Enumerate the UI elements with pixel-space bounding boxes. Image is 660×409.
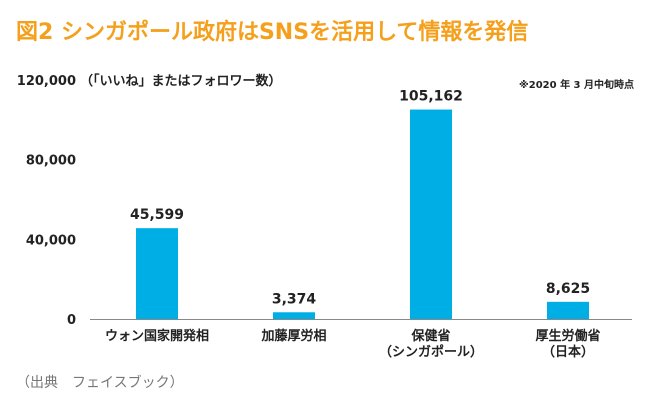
category-label: 加藤厚労相 — [260, 328, 326, 344]
y-tick-label: 40,000 — [26, 233, 76, 248]
category-label: 厚生労働省 — [535, 328, 600, 344]
date-note: ※2020 年 3 月中旬時点 — [519, 80, 634, 91]
y-axis-label: （「いいね」またはフォロワー数） — [80, 73, 282, 89]
category-label: （シンガポール） — [379, 344, 483, 360]
bar — [136, 228, 178, 319]
category-label: 保健省 — [410, 328, 450, 344]
figure-title: 図2 シンガポール政府はSNSを活用して情報を発信 — [16, 20, 529, 45]
y-tick-label: 0 — [67, 313, 76, 328]
bar — [273, 312, 315, 319]
category-label: ウォン国家開発相 — [105, 328, 209, 344]
bar — [547, 301, 589, 319]
bar — [410, 109, 452, 319]
category-label: （日本） — [542, 344, 594, 360]
y-tick-label: 80,000 — [26, 154, 76, 169]
bar-value-label: 3,374 — [272, 291, 317, 307]
bar-value-label: 8,625 — [546, 281, 590, 297]
source-note: （出典 フェイスブック） — [16, 375, 184, 391]
y-tick-label: 120,000 — [17, 74, 76, 89]
bar-value-label: 105,162 — [399, 89, 463, 105]
bar-value-label: 45,599 — [130, 207, 184, 223]
